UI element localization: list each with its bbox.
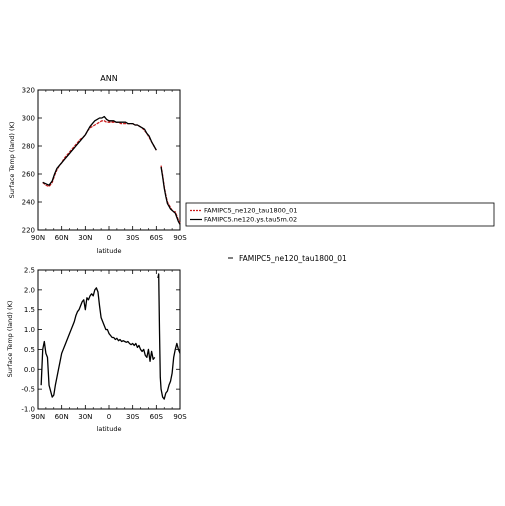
top-y-tick-labels: 220 240 260 280 300 320	[22, 87, 35, 235]
top-y-tick-label: 300	[22, 115, 35, 123]
legend: FAMIPC5_ne120_tau1800_01 FAMIPC5.ne120.y…	[185, 202, 495, 227]
bottom-y-tick-label: 1.5	[24, 306, 35, 314]
bottom-x-tick-label: 0	[107, 413, 111, 421]
top-series	[42, 115, 181, 225]
top-y-tick-label: 280	[22, 143, 35, 151]
legend-entry-ctrl: FAMIPC5_ne120_tau1800_01	[204, 207, 297, 215]
bottom-y-tick-label: -1.0	[21, 406, 35, 414]
bottom-x-tick-label: 90S	[173, 413, 187, 421]
bottom-y-tick-label: 0.0	[24, 366, 35, 374]
top-x-axis-title: latitude	[97, 247, 122, 255]
top-x-tick-label: 90N	[31, 234, 45, 242]
top-x-tick-labels: 90N 60N 30N 0 30S 60S 90S	[31, 234, 187, 242]
top-series-line-1	[42, 115, 157, 186]
top-x-tick-label: 60S	[150, 234, 164, 242]
bottom-y-tick-label: 2.5	[24, 267, 35, 275]
bottom-x-axis-title: latitude	[97, 425, 122, 433]
top-ticks	[37, 89, 181, 231]
top-x-tick-label: 0	[107, 234, 111, 242]
side-label: FAMIPC5_ne120_tau1800_01	[239, 254, 347, 263]
bottom-x-tick-labels: 90N 60N 30N 0 30S 60S 90S	[31, 413, 187, 421]
bottom-x-tick-label: 60S	[150, 413, 164, 421]
top-y-tick-label: 220	[22, 227, 35, 235]
top-series-line-0	[42, 120, 157, 188]
top-y-tick-label: 320	[22, 87, 35, 95]
side-label-group: FAMIPC5_ne120_tau1800_01	[228, 254, 347, 263]
top-x-tick-label: 30S	[126, 234, 140, 242]
bottom-x-tick-label: 30S	[126, 413, 140, 421]
legend-entry-expt: FAMIPC5.ne120.ys.tau5m.02	[204, 216, 297, 224]
top-y-tick-label: 260	[22, 171, 35, 179]
bottom-y-tick-label: 0.5	[24, 346, 35, 354]
bottom-y-tick-labels: -1.0 -0.5 0.0 0.5 1.0 1.5 2.0 2.5	[21, 267, 35, 414]
bottom-x-tick-label: 60N	[55, 413, 69, 421]
top-panel: ANN 90N 60N 30N 0 30S 60S 90S 220 240 260 280 300 3…	[8, 74, 187, 255]
top-x-tick-label: 60N	[55, 234, 69, 242]
top-plot-frame	[37, 89, 181, 231]
bottom-series-line-0	[157, 273, 181, 400]
top-x-tick-label: 30N	[78, 234, 92, 242]
bottom-y-tick-label: -0.5	[21, 386, 35, 394]
bottom-x-tick-label: 30N	[78, 413, 92, 421]
bottom-series-line-0	[40, 287, 156, 398]
legend-frame	[185, 202, 495, 227]
top-series-line-1	[160, 166, 181, 225]
top-y-axis-title: Surface Temp (land) (K)	[8, 122, 16, 199]
top-y-tick-label: 240	[22, 199, 35, 207]
bottom-y-axis-title: Surface Temp (land) (K)	[6, 301, 14, 378]
bottom-y-tick-label: 2.0	[24, 286, 35, 294]
top-title: ANN	[100, 74, 117, 83]
bottom-x-tick-label: 90N	[31, 413, 45, 421]
bottom-y-tick-label: 1.0	[24, 326, 35, 334]
top-x-tick-label: 90S	[173, 234, 187, 242]
bottom-panel: 90N 60N 30N 0 30S 60S 90S -1.0 -0.5 0.0 0.5 1.0 1.5…	[6, 267, 187, 434]
bottom-series	[40, 273, 181, 400]
